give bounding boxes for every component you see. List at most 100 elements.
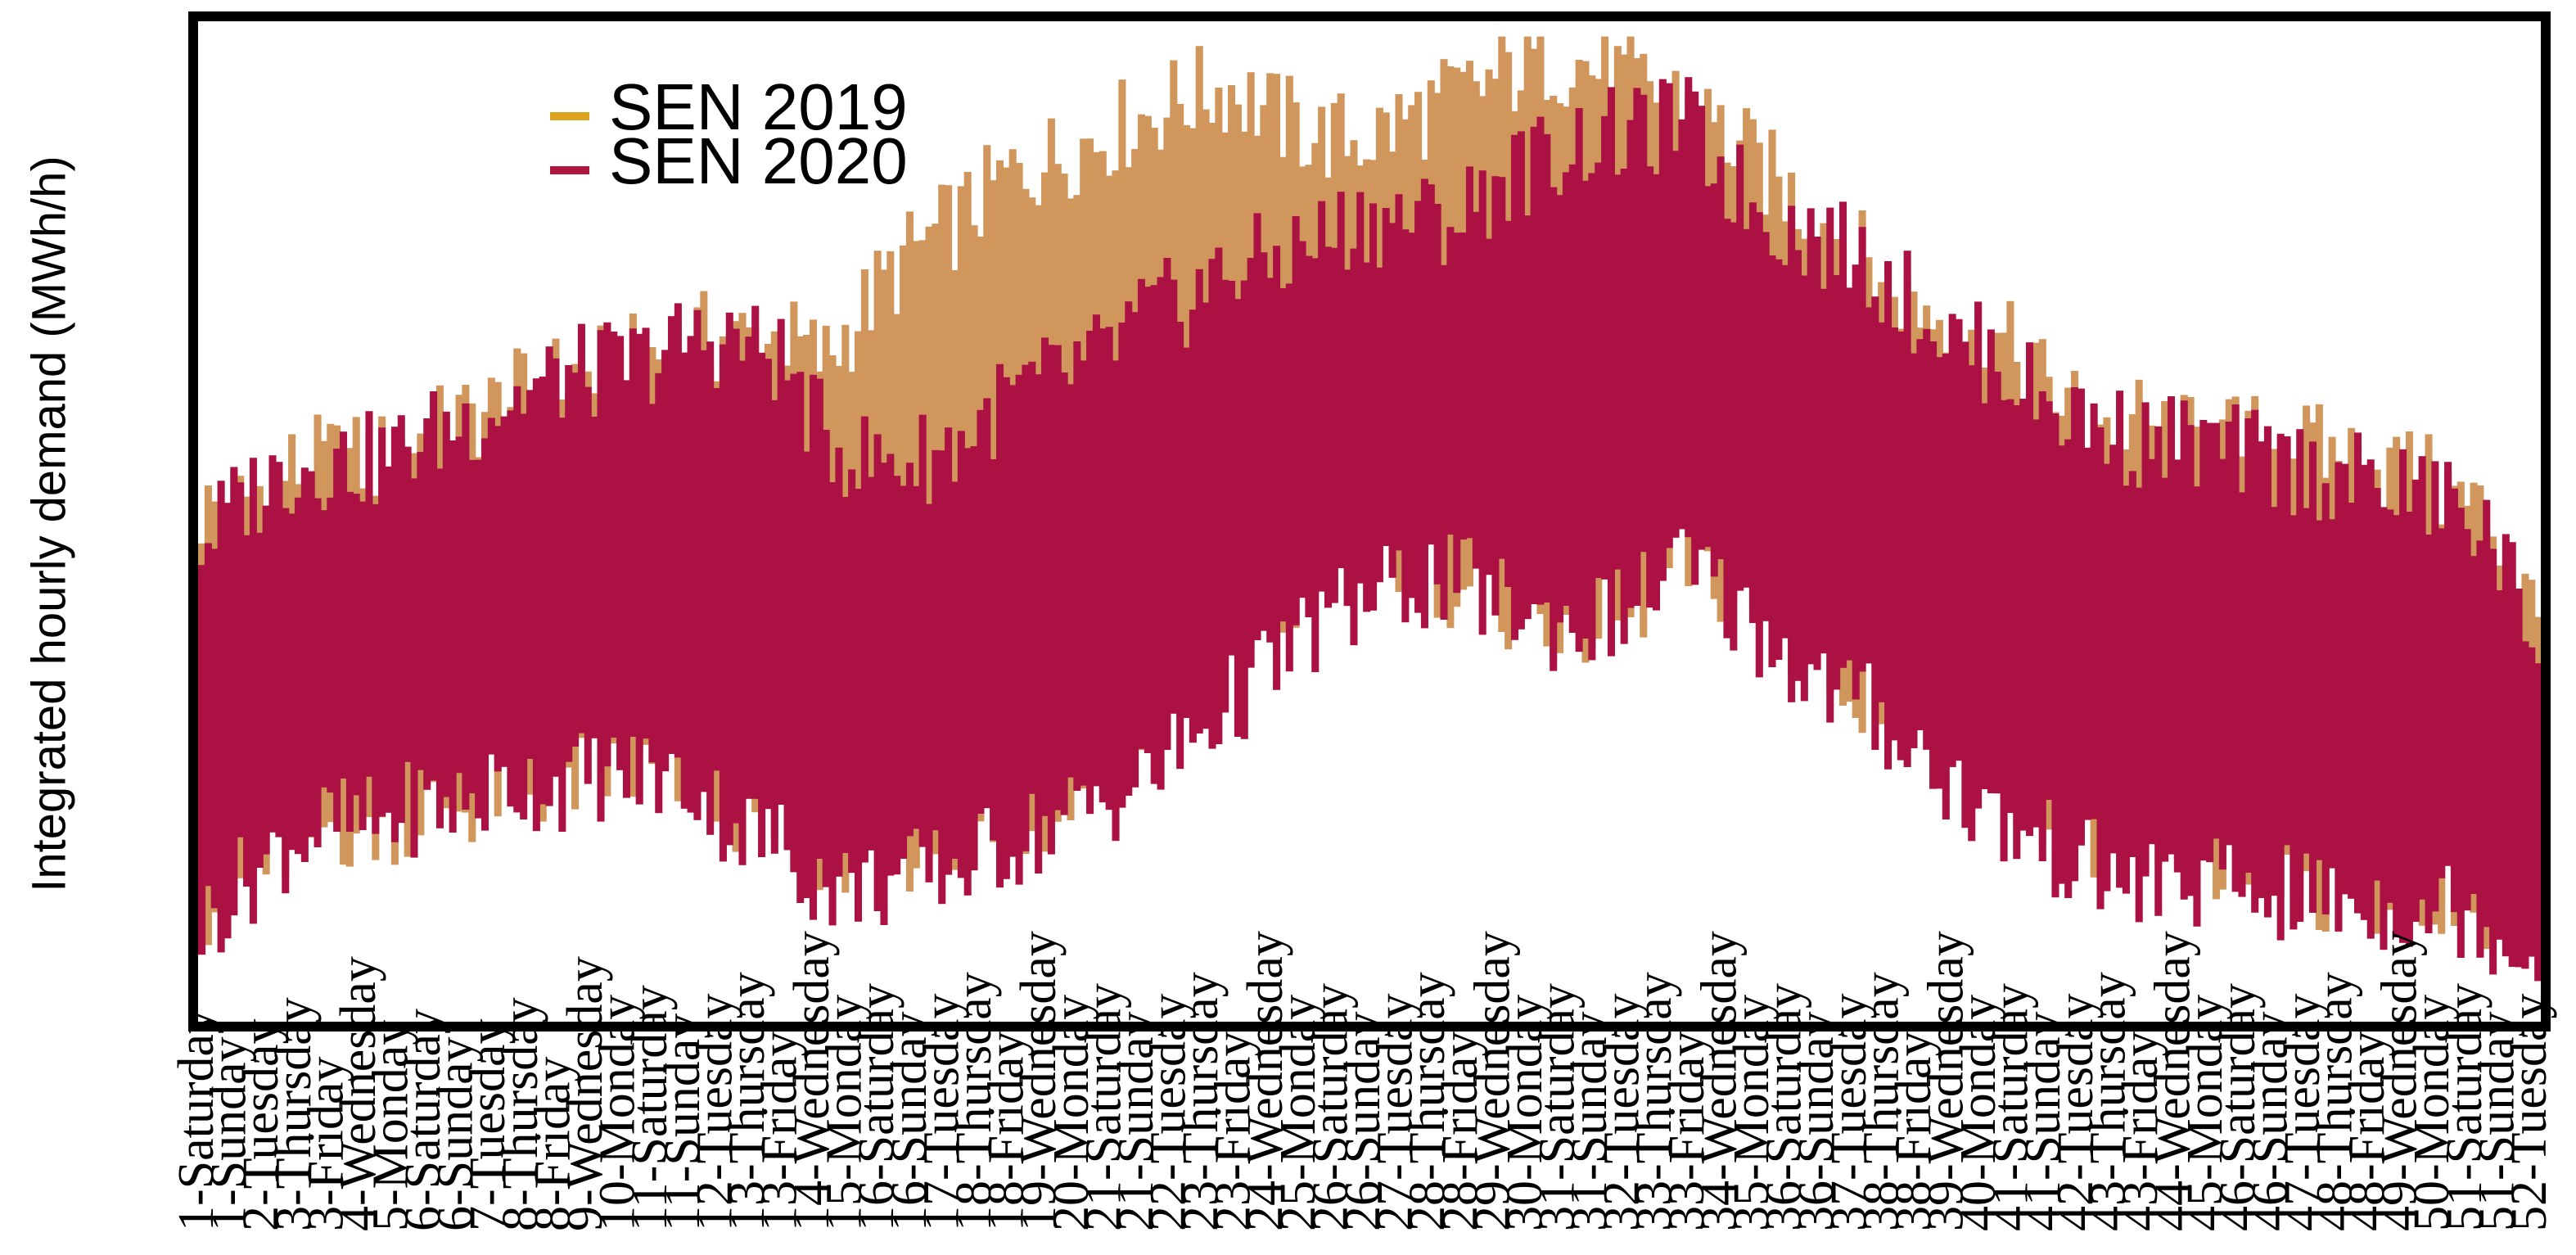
sen-2020-bar <box>1884 261 1893 770</box>
sen-2020-bar <box>532 378 540 832</box>
legend-label-sen-2020: SEN 2020 <box>609 124 908 197</box>
sen-2020-bar <box>442 411 450 797</box>
sen-2020-bar <box>1382 208 1390 546</box>
sen-2020-bar <box>1613 174 1622 570</box>
sen-2020-bar <box>584 386 592 784</box>
sen-2020-bar <box>2251 409 2259 913</box>
sen-2020-bar <box>1343 269 1351 607</box>
x-tick-label: 17-Tuesday <box>914 993 969 1231</box>
sen-2020-bar <box>558 418 566 832</box>
sen-2020-bar <box>2360 464 2368 920</box>
x-tick-label: 41-Saturday <box>1983 983 2039 1231</box>
sen-2020-bar <box>700 350 708 792</box>
sen-2020-bar <box>1646 166 1654 608</box>
sen-2020-bar <box>327 497 335 793</box>
legend-label-sen-2019: SEN 2019 <box>609 70 908 143</box>
sen-2020-bar <box>1781 264 1789 639</box>
sen-2020-bar <box>480 438 489 831</box>
sen-2020-bar <box>1633 88 1641 606</box>
x-tick-labels: 1-Saturday1-Sunday2-Tuesday3-Thursday3-F… <box>169 931 2557 1231</box>
sen-2020-bar <box>275 462 283 837</box>
sen-2020-bar <box>1826 207 1834 723</box>
sen-2020-bar <box>2116 390 2124 888</box>
sen-2020-bar <box>1433 204 1441 585</box>
sen-2020-bar <box>1878 322 1886 702</box>
sen-2020-bar <box>2148 458 2156 845</box>
sen-2020-bar <box>2006 399 2014 813</box>
sen-2020-bar <box>2315 520 2323 860</box>
sen-2020-bar <box>1530 126 1538 605</box>
sen-2020-bar <box>300 467 309 862</box>
sen-2020-bar <box>2283 436 2291 846</box>
sen-2020-bar <box>1408 232 1416 598</box>
sen-2020-bar <box>2495 590 2504 940</box>
sen-2020-bar <box>1550 187 1558 671</box>
sen-2020-bar <box>2328 519 2336 869</box>
x-tick-label: 50-Monday <box>2404 995 2460 1231</box>
sen-2020-bar <box>1942 354 1950 819</box>
sen-2020-bar <box>777 318 785 806</box>
x-tick-label: 46-Sunday <box>2242 1011 2298 1231</box>
sen-2020-bar <box>1420 178 1428 629</box>
x-tick-label: 48-Friday <box>2339 1031 2395 1231</box>
x-tick-label: 3-Thursday <box>266 997 322 1231</box>
sen-2020-bar <box>372 503 380 834</box>
sen-2020-bar <box>1022 364 1030 851</box>
sen-2020-bar <box>873 434 882 911</box>
sen-2020-bar <box>854 489 863 922</box>
sen-2020-bar <box>345 491 354 832</box>
sen-2020-bar <box>1008 385 1017 857</box>
sen-2020-bar <box>990 459 998 841</box>
sen-2020-bar <box>1595 162 1603 578</box>
sen-2020-bar <box>1658 79 1667 581</box>
sen-2020-bar <box>867 476 875 851</box>
sen-2020-bar <box>475 459 483 819</box>
sen-2020-bar <box>1150 285 1158 784</box>
x-tick-label: 43-Thursday <box>2080 972 2136 1231</box>
sen-2020-bar <box>1556 195 1564 623</box>
sen-2020-bar <box>1453 232 1461 594</box>
sen-2020-bar <box>2038 391 2046 861</box>
x-tick-label: 18-Friday <box>979 1031 1035 1231</box>
sen-2020-bar <box>2380 507 2388 950</box>
sen-2020-bar <box>577 323 585 734</box>
sen-2020-bar <box>1768 255 1776 667</box>
x-tick-label: 10-Monday <box>590 995 646 1231</box>
sen-2020-bar <box>1292 216 1300 625</box>
x-tick-label: 31-Saturday <box>1530 983 1586 1231</box>
sen-2020-bar <box>1865 307 1873 664</box>
sen-2020-bar <box>494 426 502 772</box>
sen-2020-bar <box>2521 641 2529 969</box>
sen-2020-bar <box>307 471 315 837</box>
sen-2020-bar <box>1459 232 1468 539</box>
sen-2020-bar <box>417 452 425 770</box>
sen-2020-bar <box>2141 402 2150 877</box>
x-tick-label: 36-Sunday <box>1789 1011 1844 1231</box>
sen-2020-bar <box>1987 329 1995 793</box>
x-tick-label: 12-Tuesday <box>687 993 742 1231</box>
x-tick-label: 28-Friday <box>1432 1031 1488 1231</box>
sen-2020-bar <box>2180 400 2188 900</box>
sen-2020-bar <box>1028 361 1036 794</box>
x-tick-label: 32-Tuesday <box>1595 993 1650 1231</box>
sen-2020-bar <box>1897 332 1905 761</box>
x-tick-label: 21-Saturday <box>1076 983 1131 1231</box>
x-tick-label: 49-Wednesday <box>2372 931 2428 1231</box>
sen-2020-bar <box>288 513 296 851</box>
sen-2020-bar <box>1523 215 1532 620</box>
x-tick-label: 48-Thursday <box>2308 972 2363 1231</box>
sen-2020-bar <box>758 352 766 857</box>
sen-2020-bar <box>1640 94 1648 553</box>
sen-2020-bar <box>1485 238 1493 576</box>
sen-2020-bar <box>2425 535 2433 933</box>
x-tick-label: 40-Monday <box>1951 995 2006 1231</box>
x-tick-label: 16-Sunday <box>882 1011 937 1231</box>
sen-2020-bar <box>610 332 618 738</box>
sen-2020-bar <box>2418 456 2426 900</box>
sen-2020-bar <box>435 468 444 828</box>
sen-2020-bar <box>1337 192 1345 568</box>
sen-2020-bar <box>1710 183 1718 577</box>
sen-2020-bar <box>2258 441 2266 898</box>
sen-2020-bar <box>1182 347 1191 718</box>
sen-2020-bar <box>1067 384 1075 778</box>
